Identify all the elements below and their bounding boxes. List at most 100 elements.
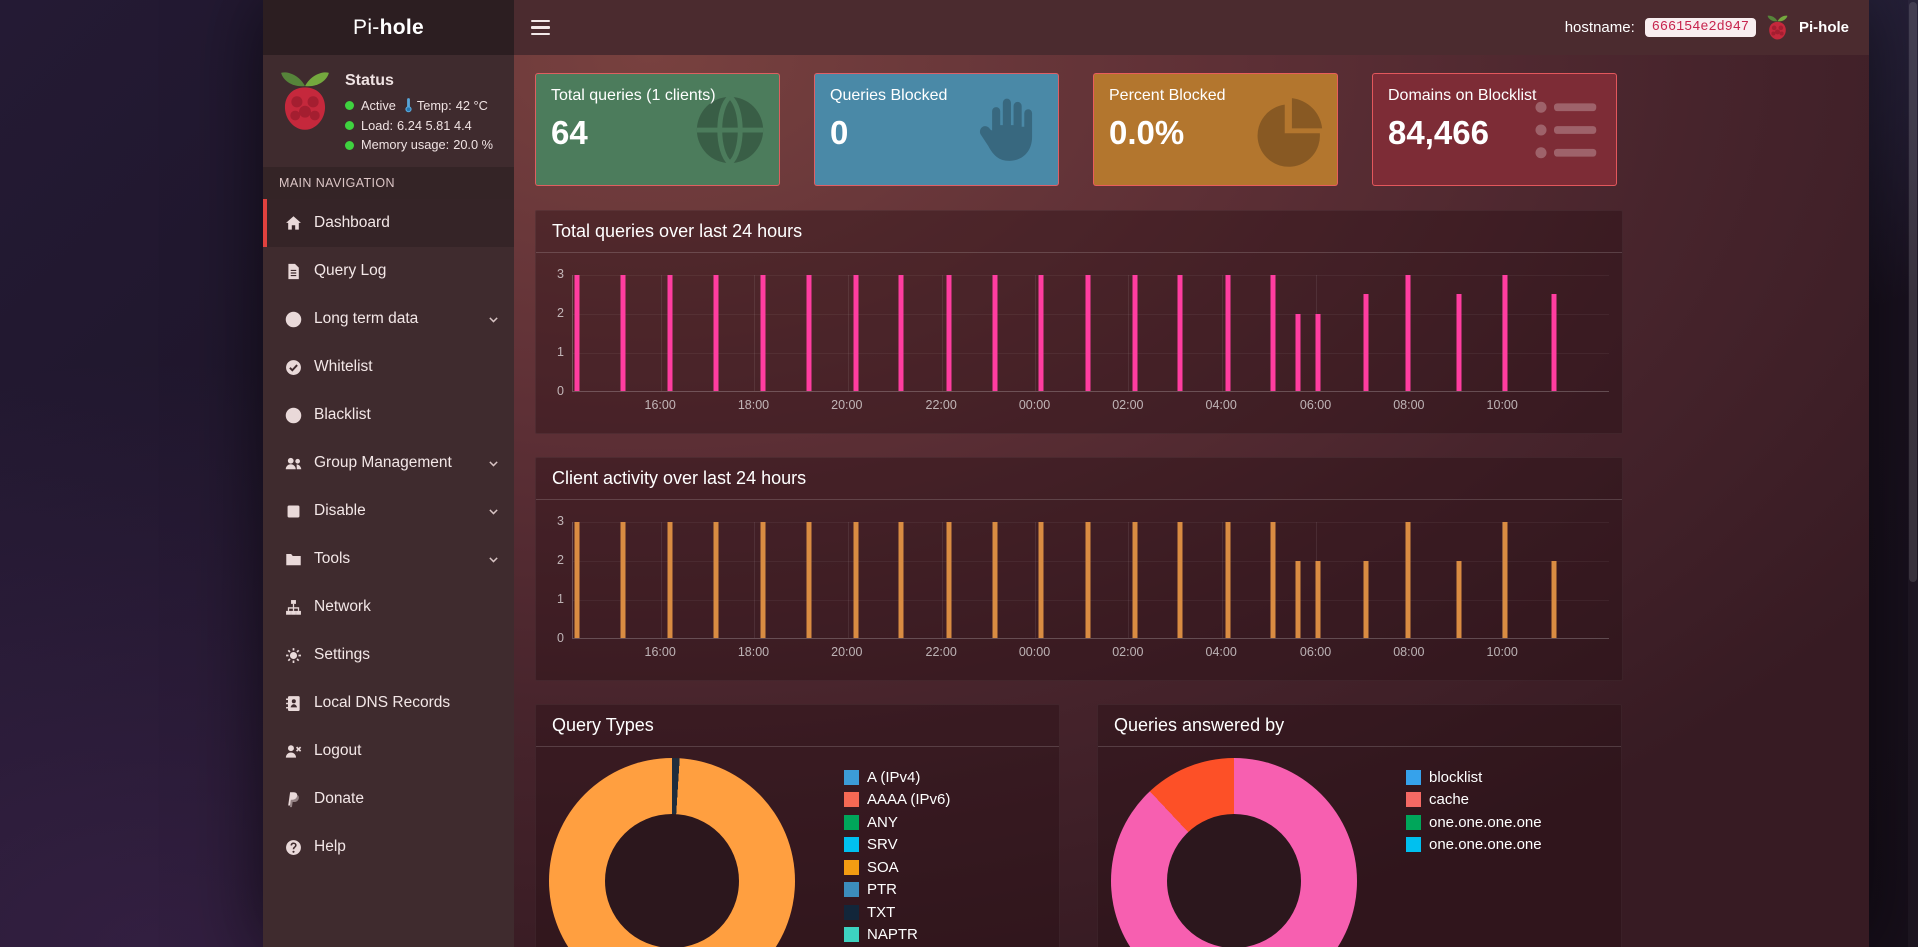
sidebar-item-network[interactable]: Network (263, 583, 514, 631)
chevron-down-icon (487, 457, 500, 470)
bar (1270, 275, 1276, 391)
total-queries-chart-panel: Total queries over last 24 hours 16:00 18… (535, 210, 1623, 434)
domains-blocklist-card: Domains on Blocklist 84,466 (1372, 73, 1617, 186)
donut-wrap: blocklist cache one.one.one.one one.one.one… (1098, 747, 1621, 947)
sidebar-item-local-dns-records[interactable]: Local DNS Records (263, 679, 514, 727)
legend-label: one.one.one.one (1429, 836, 1542, 854)
legend-color-swatch (844, 814, 859, 830)
bar (667, 275, 673, 391)
sidebar-toggle-button[interactable] (514, 0, 566, 55)
gridline (661, 275, 663, 391)
x-tick-label: 00:00 (1018, 645, 1051, 659)
pihole-raspberry-icon (1766, 14, 1789, 41)
legend-item-soa[interactable]: SOA (844, 856, 950, 879)
bar (946, 522, 952, 638)
sidebar-item-help[interactable]: Help (263, 823, 514, 871)
sidebar-item-settings[interactable]: Settings (263, 631, 514, 679)
bar (806, 522, 812, 638)
sidebar-item-long-term-data[interactable]: Long term data (263, 295, 514, 343)
folder-icon (282, 550, 304, 568)
x-tick-label: 08:00 (1393, 398, 1425, 412)
app-name-link[interactable]: Pi-hole (1798, 19, 1849, 36)
query-types-donut-chart[interactable] (549, 758, 795, 947)
gridline (573, 314, 1609, 315)
legend-label: SOA (867, 858, 899, 876)
legend-item-srv[interactable]: SRV (844, 834, 950, 857)
legend-color-swatch (844, 859, 859, 875)
sidebar-item-dashboard[interactable]: Dashboard (263, 199, 514, 248)
sidebar-item-donate[interactable]: Donate (263, 775, 514, 823)
gridline (573, 275, 1609, 276)
donut-hole (1167, 814, 1301, 947)
bar (574, 275, 580, 391)
legend-item-aaaa-ipv6[interactable]: AAAA (IPv6) (844, 789, 950, 812)
x-tick-label: 18:00 (737, 645, 770, 659)
bar-chart-plot[interactable] (572, 275, 1609, 392)
gridline (1221, 522, 1223, 638)
bar (620, 522, 626, 638)
x-tick-label: 18:00 (737, 398, 770, 412)
memory-label: Memory usage: (361, 137, 450, 153)
question-icon (282, 838, 304, 856)
legend-label: cache (1429, 791, 1470, 809)
sidebar-item-whitelist[interactable]: Whitelist (263, 343, 514, 391)
bar (667, 522, 673, 638)
bar (1038, 275, 1044, 391)
sidebar-item-group-management[interactable]: Group Management (263, 439, 514, 487)
sidebar-item-label: Query Log (314, 262, 387, 280)
bar-chart-plot[interactable] (572, 522, 1609, 639)
sidebar-item-blacklist[interactable]: Blacklist (263, 391, 514, 439)
legend-item-one-one-one-one[interactable]: one.one.one.one (1406, 811, 1542, 834)
scrollbar-thumb[interactable] (1909, 2, 1917, 582)
legend-color-swatch (844, 927, 859, 943)
legend-item-blocklist[interactable]: blocklist (1406, 766, 1542, 789)
legend-item-one-one-one-one[interactable]: one.one.one.one (1406, 834, 1542, 857)
y-tick-label: 1 (557, 592, 564, 606)
chart-legend: A (IPv4) AAAA (IPv6) ANY SRV SOA PTR TXT NAPTR (844, 758, 950, 947)
gridline (573, 600, 1609, 601)
gridline (941, 522, 943, 638)
bar (1405, 522, 1411, 638)
sidebar-item-tools[interactable]: Tools (263, 535, 514, 583)
legend-item-ptr[interactable]: PTR (844, 879, 950, 902)
chart-area: 16:00 18:00 20:00 22:00 00:00 02:00 04:00 06:00… (536, 254, 1622, 433)
status-row-memory: Memory usage: 20.0 % (345, 135, 493, 155)
bar (1502, 522, 1508, 638)
bar (1551, 294, 1557, 391)
sidebar-item-disable[interactable]: Disable (263, 487, 514, 535)
legend-label: ANY (867, 813, 898, 831)
page-scrollbar[interactable] (1908, 0, 1918, 947)
x-tick-label: 22:00 (925, 398, 957, 412)
file-icon (282, 262, 304, 280)
card-value: 0 (830, 114, 849, 151)
queries-blocked-card: Queries Blocked 0 (814, 73, 1059, 186)
client-activity-chart-panel: Client activity over last 24 hours 16:00… (535, 457, 1623, 681)
bar (1295, 560, 1301, 638)
legend-color-swatch (844, 792, 859, 808)
sidebar-item-query-log[interactable]: Query Log (263, 247, 514, 295)
sidebar-item-label: Tools (314, 550, 351, 568)
y-tick-label: 0 (557, 384, 564, 398)
x-tick-label: 02:00 (1112, 645, 1144, 659)
x-tick-label: 10:00 (1486, 645, 1518, 659)
list-icon (1528, 91, 1606, 169)
legend-item-txt[interactable]: TXT (844, 901, 950, 924)
donut-hole (605, 814, 739, 947)
queries-answered-donut-chart[interactable] (1111, 758, 1357, 947)
user-times-icon (282, 742, 304, 760)
gridline (847, 522, 849, 638)
gridline (1128, 275, 1130, 391)
users-icon (282, 454, 304, 472)
bar (898, 522, 904, 638)
legend-item-naptr[interactable]: NAPTR (844, 924, 950, 947)
status-row-load: Load: 6.24 5.81 4.4 (345, 116, 493, 136)
brand-logo-link[interactable]: Pi-hole (263, 0, 514, 55)
x-tick-label: 22:00 (925, 645, 957, 659)
chart-area: 16:00 18:00 20:00 22:00 00:00 02:00 04:00 06:00… (536, 501, 1622, 680)
legend-item-cache[interactable]: cache (1406, 789, 1542, 812)
bar (1295, 313, 1301, 391)
main-content: Total queries (1 clients) 64 Queries Block… (514, 55, 1869, 947)
legend-item-any[interactable]: ANY (844, 811, 950, 834)
legend-item-a-ipv4[interactable]: A (IPv4) (844, 766, 950, 789)
sidebar-item-logout[interactable]: Logout (263, 727, 514, 775)
